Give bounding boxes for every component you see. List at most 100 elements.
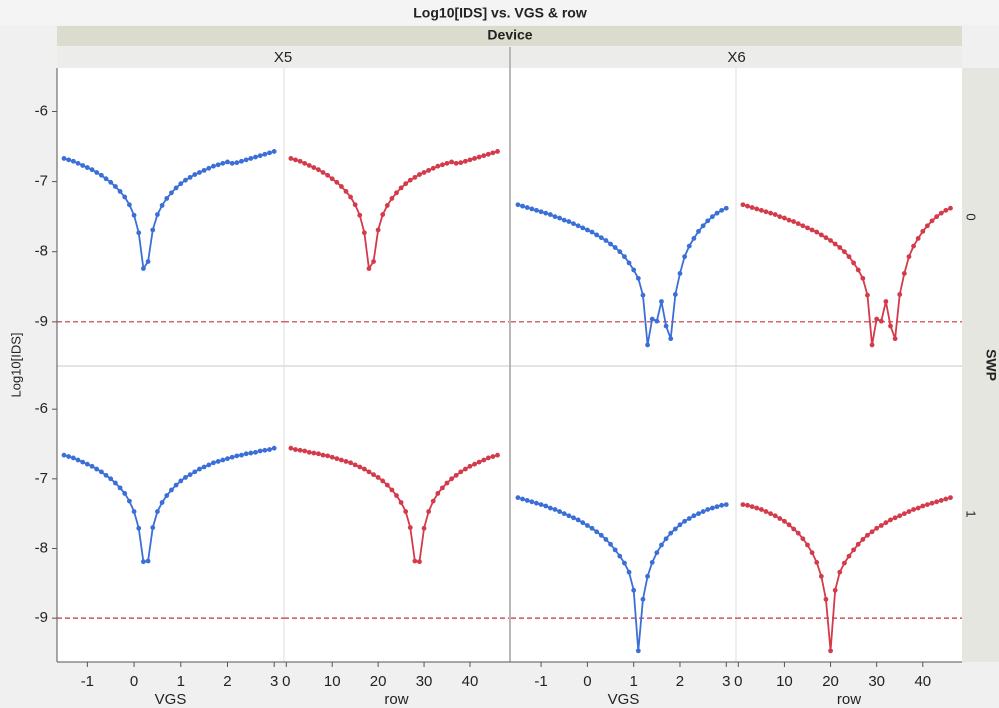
data-point xyxy=(398,500,404,505)
data-point xyxy=(187,174,193,180)
x-tick-label: 0 xyxy=(130,673,138,690)
data-point xyxy=(384,482,390,488)
x-tick-label: 1 xyxy=(177,673,185,690)
data-point xyxy=(723,502,729,507)
data-point xyxy=(449,476,455,482)
data-point xyxy=(631,267,637,273)
data-point xyxy=(782,215,787,221)
data-point xyxy=(608,541,613,547)
x-axis-label: row xyxy=(837,691,861,708)
data-point xyxy=(594,529,600,535)
data-point xyxy=(234,160,240,166)
data-point xyxy=(663,536,669,542)
x-tick-label: 0 xyxy=(734,673,742,690)
data-point xyxy=(122,491,128,496)
data-point xyxy=(481,457,487,463)
data-point xyxy=(458,469,464,475)
data-point xyxy=(786,217,792,223)
data-point xyxy=(108,179,114,185)
data-point xyxy=(768,210,773,216)
data-point xyxy=(649,316,655,322)
data-point xyxy=(520,496,525,502)
data-point xyxy=(495,452,500,458)
data-point xyxy=(925,223,930,229)
data-point xyxy=(672,292,678,297)
x-tick-label: 10 xyxy=(324,673,341,690)
data-point xyxy=(520,203,525,209)
data-point xyxy=(444,480,450,486)
data-point xyxy=(705,507,711,512)
data-point xyxy=(329,454,335,460)
data-point xyxy=(197,170,202,175)
data-point xyxy=(145,558,151,564)
device-name: X6 xyxy=(727,49,745,66)
data-point xyxy=(566,219,572,224)
data-point xyxy=(782,518,787,524)
data-point xyxy=(543,503,549,509)
device-band xyxy=(57,26,962,46)
data-point xyxy=(696,511,701,517)
data-point xyxy=(795,221,801,227)
data-point xyxy=(800,223,806,229)
data-point xyxy=(108,476,114,482)
y-tick-label: -9 xyxy=(35,313,48,330)
data-point xyxy=(338,457,344,463)
data-point xyxy=(814,229,820,235)
data-point xyxy=(248,450,254,456)
data-point xyxy=(192,172,198,177)
data-point xyxy=(832,241,838,247)
swp-name: 1 xyxy=(964,510,979,517)
data-point xyxy=(791,219,797,224)
data-point xyxy=(352,462,358,468)
data-point xyxy=(696,228,701,234)
data-point xyxy=(874,525,880,531)
data-point xyxy=(584,523,590,528)
data-point xyxy=(865,532,870,538)
data-point xyxy=(888,323,893,329)
series-line xyxy=(63,150,275,272)
data-point xyxy=(888,517,893,523)
data-point xyxy=(709,505,715,511)
data-point xyxy=(892,336,898,342)
data-point xyxy=(98,172,104,178)
data-point xyxy=(288,156,294,161)
data-point xyxy=(467,463,473,469)
data-point xyxy=(938,210,944,216)
data-point xyxy=(262,151,268,157)
data-point xyxy=(462,158,468,164)
data-point xyxy=(805,542,810,548)
data-point xyxy=(749,205,755,210)
data-point xyxy=(155,212,160,217)
data-point xyxy=(943,207,949,213)
data-point xyxy=(714,504,720,510)
data-point xyxy=(150,227,156,233)
series-line xyxy=(517,203,727,346)
data-point xyxy=(672,526,678,532)
data-point xyxy=(352,202,358,208)
data-point xyxy=(529,206,535,212)
x-tick-label: 30 xyxy=(416,673,433,690)
data-point xyxy=(183,177,188,183)
x-axis-label: VGS xyxy=(155,691,187,708)
data-point xyxy=(325,453,331,459)
data-point xyxy=(552,507,558,512)
data-point xyxy=(837,245,843,250)
data-point xyxy=(686,516,692,521)
data-point xyxy=(164,493,170,498)
data-point xyxy=(398,185,404,191)
data-point xyxy=(677,522,683,528)
data-point xyxy=(828,648,833,654)
x-axis-label: VGS xyxy=(608,691,640,708)
data-point xyxy=(617,553,623,559)
swp-strip xyxy=(962,68,999,662)
data-point xyxy=(206,462,212,468)
x-tick-label: 40 xyxy=(914,673,931,690)
data-point xyxy=(417,559,422,565)
data-point xyxy=(380,478,386,484)
data-point xyxy=(846,553,852,559)
x-tick-label: 2 xyxy=(676,673,684,690)
data-point xyxy=(758,507,764,512)
data-point xyxy=(795,530,801,536)
data-point xyxy=(682,518,688,524)
data-point xyxy=(187,472,193,478)
